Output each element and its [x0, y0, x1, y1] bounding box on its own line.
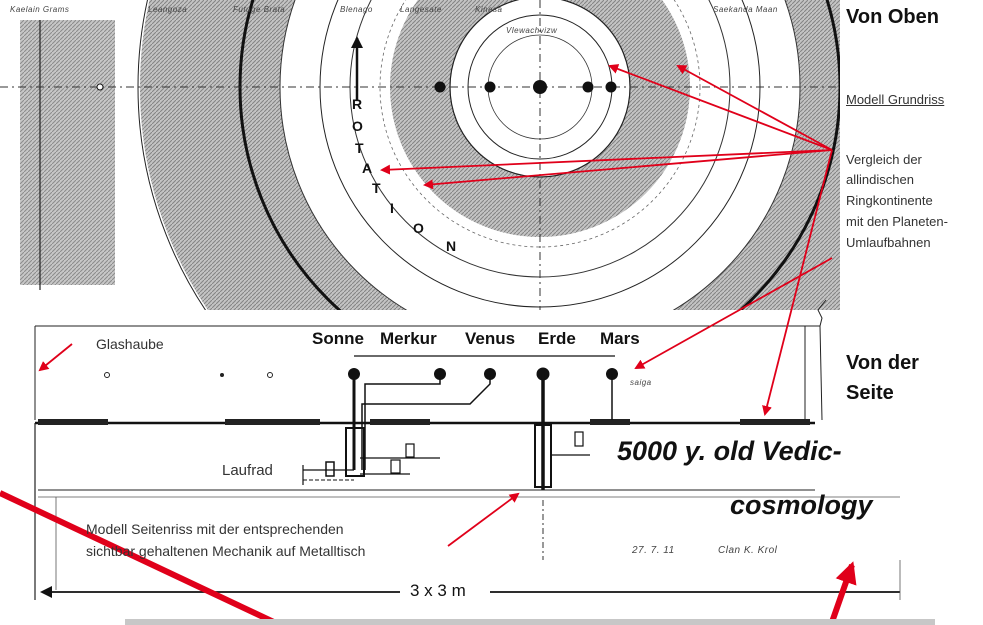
vergleich-line-3: Ringkontinente — [846, 193, 933, 208]
top-planet-venus — [485, 82, 496, 93]
overlay-title-line-2: cosmology — [730, 490, 873, 521]
dimension-label: 3 x 3 m — [410, 581, 466, 601]
top-planet-sun — [533, 80, 547, 94]
top-scribble-7: Saekanda Maan — [713, 5, 778, 14]
inner-ring-scribble: Vlewachvizw — [506, 26, 557, 35]
vergleich-line-1: Vergleich der — [846, 152, 922, 167]
date-note: 27. 7. 11 — [632, 545, 675, 556]
rotation-letter-t2: T — [372, 180, 381, 196]
planet-label-erde: Erde — [538, 329, 576, 349]
planet-label-venus: Venus — [465, 329, 515, 349]
von-der-label: Von der — [846, 352, 919, 375]
mars-note: saiga — [630, 378, 652, 387]
rotation-letter-a: A — [362, 160, 372, 176]
top-scribble-5: Langesate — [400, 5, 442, 14]
planet-label-merkur: Merkur — [380, 329, 437, 349]
signature-note: Clan K. Krol — [718, 545, 777, 556]
von-oben-label: Von Oben — [846, 6, 939, 29]
bottom-image-edge — [125, 619, 935, 625]
rotation-letter-n: N — [446, 238, 456, 254]
top-planet-earth — [583, 82, 594, 93]
top-scribble-6: Kinesa — [475, 5, 502, 14]
rotation-letter-o1: O — [352, 118, 363, 134]
vergleich-line-4: mit den Planeten- — [846, 214, 948, 229]
seite-label: Seite — [846, 382, 894, 405]
glashaube-label: Glashaube — [96, 336, 164, 352]
modell-grundriss-label: Modell Grundriss — [846, 92, 944, 107]
top-view — [0, 0, 942, 489]
big-red-arrow-left — [0, 493, 280, 625]
laufrad-wheel — [326, 462, 334, 476]
big-red-arrow-right — [832, 565, 852, 622]
caption-line-2: sichtbar gehaltenen Mechanik auf Metallt… — [86, 543, 365, 559]
overlay-title-line-1: 5000 y. old Vedic- — [617, 436, 842, 467]
laufrad-label: Laufrad — [222, 462, 273, 479]
rotation-letter-t1: T — [355, 140, 364, 156]
top-planet-mars — [435, 82, 446, 93]
top-scribble-3: Futuge Brata — [233, 5, 285, 14]
rotation-letter-o2: O — [413, 220, 424, 236]
planet-label-sonne: Sonne — [312, 329, 364, 349]
top-scribble-2: Leangoza — [148, 5, 187, 14]
planet-label-mars: Mars — [600, 329, 640, 349]
rotation-letter-r: R — [352, 96, 362, 112]
top-scribble-4: Blenago — [340, 5, 373, 14]
rotation-letter-i: I — [390, 200, 394, 216]
top-scribble-1: Kaelain Grams — [10, 5, 69, 14]
vergleich-line-2: allindischen — [846, 172, 914, 187]
top-planet-merkur — [606, 82, 617, 93]
left-continent-band — [20, 20, 115, 285]
vergleich-line-5: Umlaufbahnen — [846, 235, 931, 250]
caption-line-1: Modell Seitenriss mit der entsprechenden — [86, 521, 344, 537]
